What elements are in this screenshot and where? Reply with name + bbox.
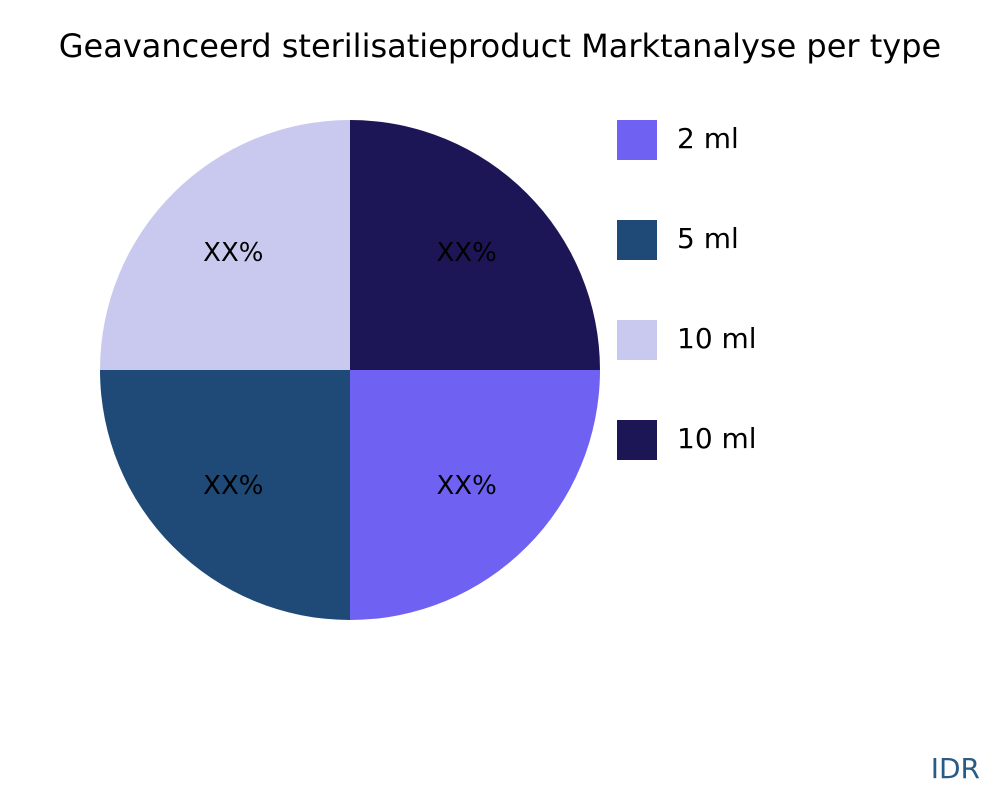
slice-label: XX%	[437, 471, 497, 501]
pie-slice	[100, 120, 350, 370]
pie-slice	[350, 120, 600, 370]
legend-label: 10 ml	[677, 422, 757, 455]
chart-title: Geavanceerd sterilisatieproduct Marktana…	[59, 27, 941, 65]
pie-slice	[100, 370, 350, 620]
legend-label: 5 ml	[677, 222, 739, 255]
slice-label: XX%	[437, 238, 497, 268]
pie-slice	[350, 370, 600, 620]
legend-swatch	[617, 220, 657, 260]
legend-swatch	[617, 320, 657, 360]
watermark: IDR	[931, 752, 980, 785]
legend-swatch	[617, 120, 657, 160]
slice-label: XX%	[203, 471, 263, 501]
legend-label: 2 ml	[677, 122, 739, 155]
legend-label: 10 ml	[677, 322, 757, 355]
slice-label: XX%	[203, 238, 263, 268]
legend-swatch	[617, 420, 657, 460]
